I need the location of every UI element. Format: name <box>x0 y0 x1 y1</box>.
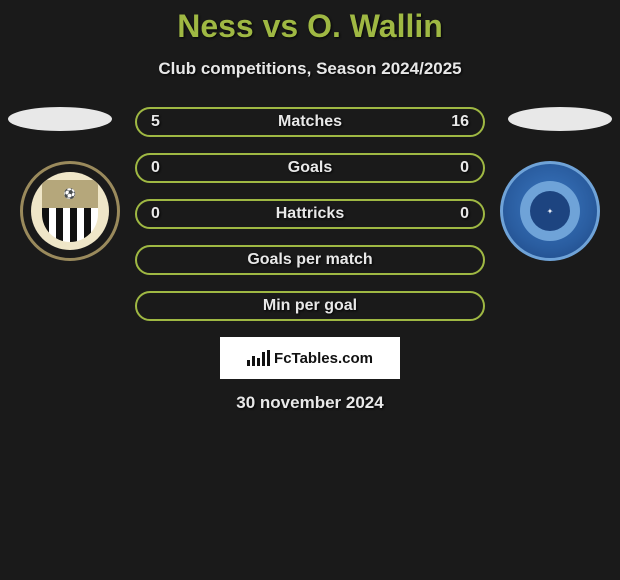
comparison-card: Ness vs O. Wallin Club competitions, Sea… <box>0 0 620 413</box>
date-text: 30 november 2024 <box>0 393 620 413</box>
stat-label: Hattricks <box>276 205 344 223</box>
shield-icon: ⚽ <box>42 180 98 208</box>
right-team-crest: ✦ <box>500 161 600 261</box>
brand-badge[interactable]: FcTables.com <box>220 337 400 379</box>
stat-left-value: 5 <box>151 113 160 131</box>
stripes-icon <box>42 208 98 242</box>
crest-core-icon: ✦ <box>530 191 570 231</box>
stat-row-goals-per-match: Goals per match <box>135 245 485 275</box>
stat-right-value: 16 <box>451 113 469 131</box>
notts-county-crest: ⚽ <box>20 161 120 261</box>
stat-label: Min per goal <box>263 297 357 315</box>
subtitle: Club competitions, Season 2024/2025 <box>0 59 620 79</box>
stat-right-value: 0 <box>460 159 469 177</box>
stat-row-hattricks: 0 Hattricks 0 <box>135 199 485 229</box>
stat-row-min-per-goal: Min per goal <box>135 291 485 321</box>
stat-left-value: 0 <box>151 205 160 223</box>
stat-row-matches: 5 Matches 16 <box>135 107 485 137</box>
stat-row-goals: 0 Goals 0 <box>135 153 485 183</box>
stat-right-value: 0 <box>460 205 469 223</box>
left-team-crest: ⚽ <box>20 161 120 261</box>
brand-text: FcTables.com <box>274 350 373 367</box>
stat-rows: 5 Matches 16 0 Goals 0 0 Hattricks 0 Goa… <box>135 107 485 321</box>
bars-chart-icon <box>247 350 270 366</box>
stat-label: Goals per match <box>247 251 372 269</box>
stat-label: Matches <box>278 113 342 131</box>
left-photo-placeholder <box>8 107 112 131</box>
stat-left-value: 0 <box>151 159 160 177</box>
right-photo-placeholder <box>508 107 612 131</box>
peterborough-crest: ✦ <box>500 161 600 261</box>
stats-area: ⚽ ✦ 5 Matches 16 0 Goals 0 <box>0 107 620 413</box>
stat-label: Goals <box>288 159 332 177</box>
page-title: Ness vs O. Wallin <box>0 8 620 45</box>
